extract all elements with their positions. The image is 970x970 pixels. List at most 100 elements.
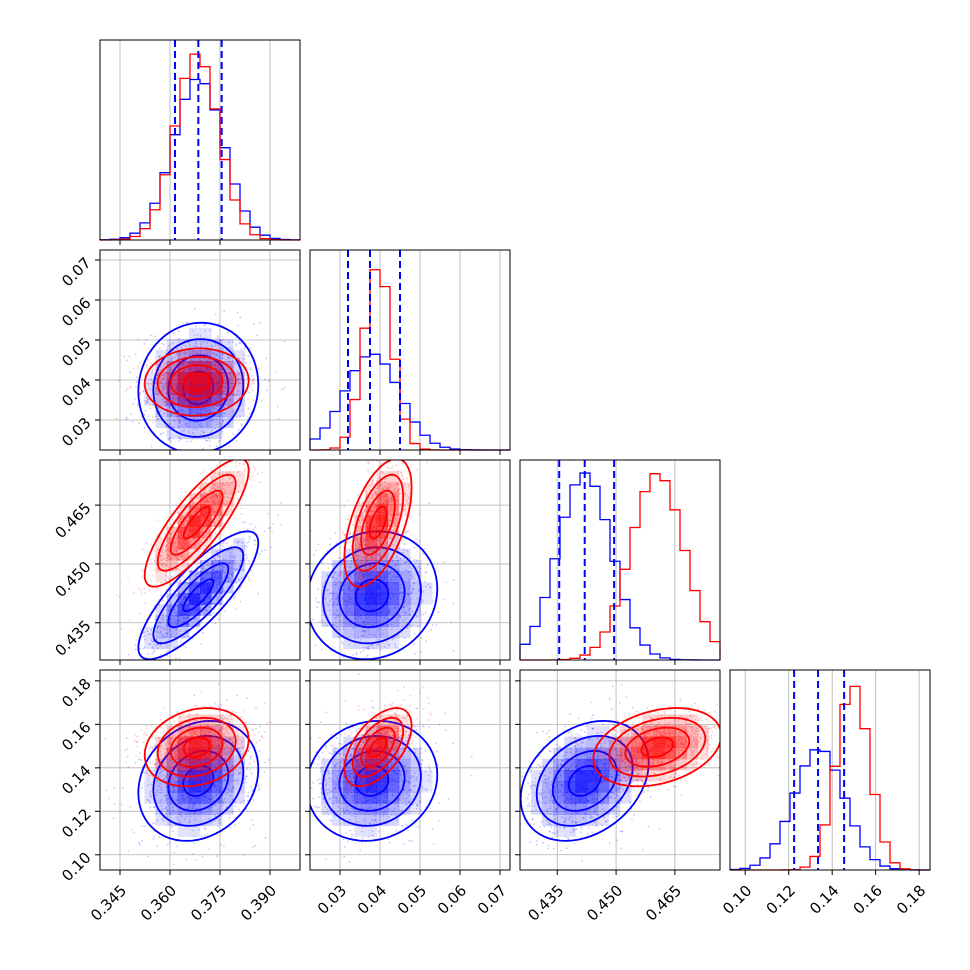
sample-point	[236, 498, 239, 500]
sample-point	[214, 510, 217, 513]
density-cell	[144, 383, 156, 395]
sample-point	[406, 531, 409, 533]
sample-point	[172, 426, 175, 429]
sample-point	[252, 528, 255, 531]
sample-point	[394, 565, 397, 568]
sample-point	[229, 477, 232, 480]
sample-point	[227, 412, 230, 415]
sample-point	[150, 639, 153, 642]
sample-point	[143, 646, 146, 649]
sample-point	[238, 588, 241, 591]
sample-point	[131, 667, 133, 669]
sample-point	[220, 565, 223, 567]
sample-point	[388, 467, 390, 469]
sample-point	[205, 409, 208, 412]
histogram-red	[99, 53, 301, 241]
sample-point	[362, 536, 365, 539]
contour-level-4	[143, 460, 250, 588]
sample-point	[198, 494, 201, 497]
sample-point	[216, 812, 219, 815]
sample-point	[412, 582, 415, 585]
sample-point	[397, 483, 399, 486]
sample-point	[237, 490, 240, 493]
sample-point	[239, 377, 242, 380]
density-cell	[188, 372, 201, 384]
density-cell	[387, 515, 400, 527]
sample-point	[170, 532, 173, 535]
sample-point	[162, 612, 165, 615]
sample-point	[153, 383, 155, 386]
sample-point	[405, 560, 408, 563]
sample-point	[367, 576, 370, 579]
sample-point	[390, 516, 393, 519]
sample-point	[166, 371, 169, 373]
density-cell	[188, 416, 201, 429]
sample-point	[157, 587, 160, 590]
sample-point	[268, 758, 271, 761]
sample-point	[165, 544, 168, 546]
sample-point	[416, 541, 419, 544]
density-cell	[188, 493, 201, 505]
sample-point	[215, 388, 218, 390]
sample-point	[214, 532, 217, 535]
sample-point	[333, 613, 336, 616]
sample-point	[399, 557, 402, 560]
sample-point	[369, 565, 371, 568]
sample-point	[359, 638, 362, 641]
sample-point	[333, 601, 335, 604]
y-tick-label: 0.435	[51, 617, 94, 660]
sample-point	[240, 348, 243, 351]
sample-point	[170, 413, 173, 416]
density-cell	[144, 637, 156, 650]
sample-point	[238, 529, 241, 532]
sample-point	[370, 555, 373, 558]
sample-point	[202, 500, 205, 503]
sample-point	[223, 540, 226, 543]
sample-point	[204, 526, 206, 529]
sample-point	[243, 547, 246, 549]
sample-point	[159, 621, 162, 624]
sample-point	[174, 384, 177, 387]
density-cell	[354, 604, 366, 616]
sample-point	[425, 570, 428, 573]
sample-point	[222, 482, 224, 485]
sample-point	[204, 403, 207, 406]
sample-point	[381, 472, 384, 474]
density-cell	[177, 350, 190, 362]
contour-level-2	[169, 364, 224, 400]
sample-point	[160, 554, 163, 557]
sample-point	[237, 378, 239, 381]
sample-point	[158, 369, 160, 372]
density-cell	[155, 537, 167, 550]
sample-point	[211, 561, 214, 564]
sample-point	[211, 534, 214, 537]
sample-point	[168, 841, 171, 844]
sample-point	[183, 429, 186, 432]
sample-point	[402, 457, 404, 459]
sample-point	[321, 619, 324, 622]
sample-point	[207, 550, 210, 553]
sample-point	[163, 363, 166, 365]
sample-point	[146, 401, 149, 404]
sample-point	[230, 750, 232, 753]
sample-point	[360, 559, 363, 562]
sample-point	[371, 550, 374, 553]
sample-point	[208, 398, 211, 401]
sample-point	[164, 614, 167, 617]
sample-point	[212, 612, 215, 614]
sample-point	[164, 636, 167, 638]
sample-point	[206, 439, 208, 442]
density-cell	[354, 593, 366, 605]
sample-point	[231, 765, 234, 767]
sample-point	[408, 497, 411, 500]
sample-point	[159, 554, 162, 557]
sample-point	[195, 825, 197, 828]
sample-point	[161, 558, 164, 561]
sample-point	[224, 484, 227, 487]
sample-point	[234, 608, 237, 611]
sample-point	[174, 743, 177, 746]
density-cell	[365, 526, 377, 539]
sample-point	[175, 594, 178, 597]
sample-point	[226, 792, 229, 795]
sample-point	[220, 511, 223, 514]
